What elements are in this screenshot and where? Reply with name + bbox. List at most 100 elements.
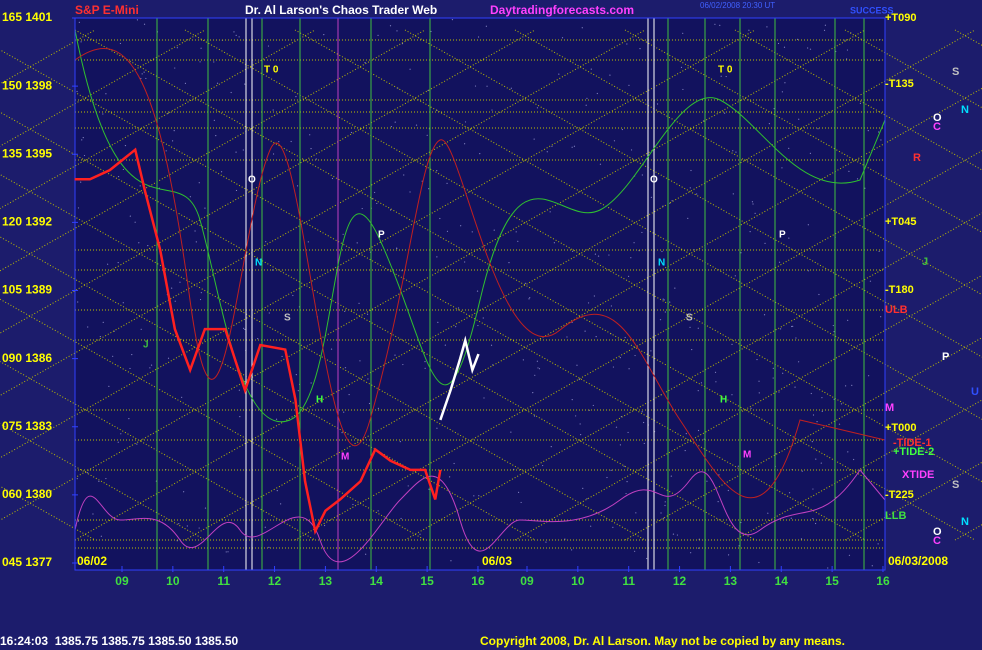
star xyxy=(389,209,392,211)
price-line xyxy=(439,335,480,421)
star xyxy=(457,307,460,309)
star xyxy=(800,538,803,540)
right-label: XTIDE xyxy=(902,469,934,481)
star xyxy=(143,23,146,25)
star xyxy=(641,411,643,413)
star xyxy=(536,107,539,109)
star xyxy=(179,281,181,283)
planet-label: N xyxy=(961,104,969,116)
star xyxy=(634,354,636,357)
star xyxy=(510,87,512,89)
star xyxy=(669,202,671,204)
star xyxy=(233,31,235,33)
star xyxy=(749,231,751,233)
star xyxy=(377,34,379,36)
star xyxy=(426,134,428,136)
star xyxy=(510,431,512,433)
star xyxy=(428,188,430,190)
right-label: M xyxy=(885,402,894,414)
star xyxy=(641,174,643,176)
star xyxy=(740,521,742,524)
star xyxy=(377,407,379,409)
x-tick-label: 13 xyxy=(724,574,738,588)
star xyxy=(356,242,358,244)
star xyxy=(129,215,131,217)
star xyxy=(610,469,612,471)
y-tick-label: 135 1395 xyxy=(2,146,52,160)
star xyxy=(107,263,109,265)
star xyxy=(619,444,621,446)
star xyxy=(186,525,188,527)
star xyxy=(818,293,820,296)
x-tick-label: 15 xyxy=(825,574,839,588)
star xyxy=(662,298,664,300)
star xyxy=(409,191,411,193)
x-tick-label: 15 xyxy=(420,574,434,588)
x-tick-label: 09 xyxy=(520,574,534,588)
star xyxy=(871,565,873,567)
star xyxy=(727,554,730,556)
star xyxy=(491,109,493,111)
star xyxy=(424,361,426,363)
star xyxy=(815,458,817,460)
field-curve xyxy=(74,29,886,423)
star xyxy=(824,24,826,26)
star xyxy=(846,58,848,60)
planet-label: C xyxy=(933,121,941,133)
right-label: +T090 xyxy=(885,12,917,24)
star xyxy=(147,245,149,247)
x-tick-label: 10 xyxy=(166,574,180,588)
star xyxy=(810,392,812,395)
star xyxy=(140,328,142,330)
star xyxy=(419,533,421,535)
star xyxy=(235,189,238,192)
star xyxy=(310,148,312,150)
star xyxy=(396,247,398,250)
star xyxy=(827,567,829,569)
star xyxy=(594,253,597,255)
star xyxy=(102,113,104,115)
star xyxy=(838,423,841,425)
star xyxy=(508,262,510,264)
star xyxy=(641,231,643,234)
star xyxy=(181,396,183,398)
star xyxy=(449,476,451,478)
star xyxy=(290,140,292,143)
star xyxy=(444,344,446,346)
star xyxy=(517,240,519,242)
star xyxy=(533,138,535,140)
date-label: 06/03 xyxy=(482,554,512,568)
star xyxy=(687,217,689,219)
star xyxy=(593,295,595,297)
star xyxy=(374,191,376,194)
star xyxy=(76,478,78,480)
star xyxy=(731,343,733,345)
star xyxy=(833,330,835,333)
star xyxy=(359,360,361,362)
star xyxy=(430,30,432,33)
star xyxy=(275,418,278,420)
star xyxy=(343,411,345,413)
right-label: -T225 xyxy=(885,489,914,501)
star xyxy=(149,367,151,369)
star xyxy=(576,364,578,366)
tide-curve xyxy=(74,469,886,563)
star xyxy=(394,121,396,123)
right-label: ULB xyxy=(885,304,908,316)
star xyxy=(662,205,664,207)
star xyxy=(199,298,202,301)
star xyxy=(460,225,462,227)
star xyxy=(809,48,812,50)
star xyxy=(586,498,588,500)
star xyxy=(758,392,760,394)
star xyxy=(524,282,526,284)
star xyxy=(628,84,630,86)
star xyxy=(643,442,645,445)
star xyxy=(626,481,628,483)
star xyxy=(646,557,648,560)
star xyxy=(656,103,659,105)
star xyxy=(792,325,794,327)
y-tick-label: 165 1401 xyxy=(2,10,52,24)
star xyxy=(138,242,140,244)
star xyxy=(235,151,237,153)
